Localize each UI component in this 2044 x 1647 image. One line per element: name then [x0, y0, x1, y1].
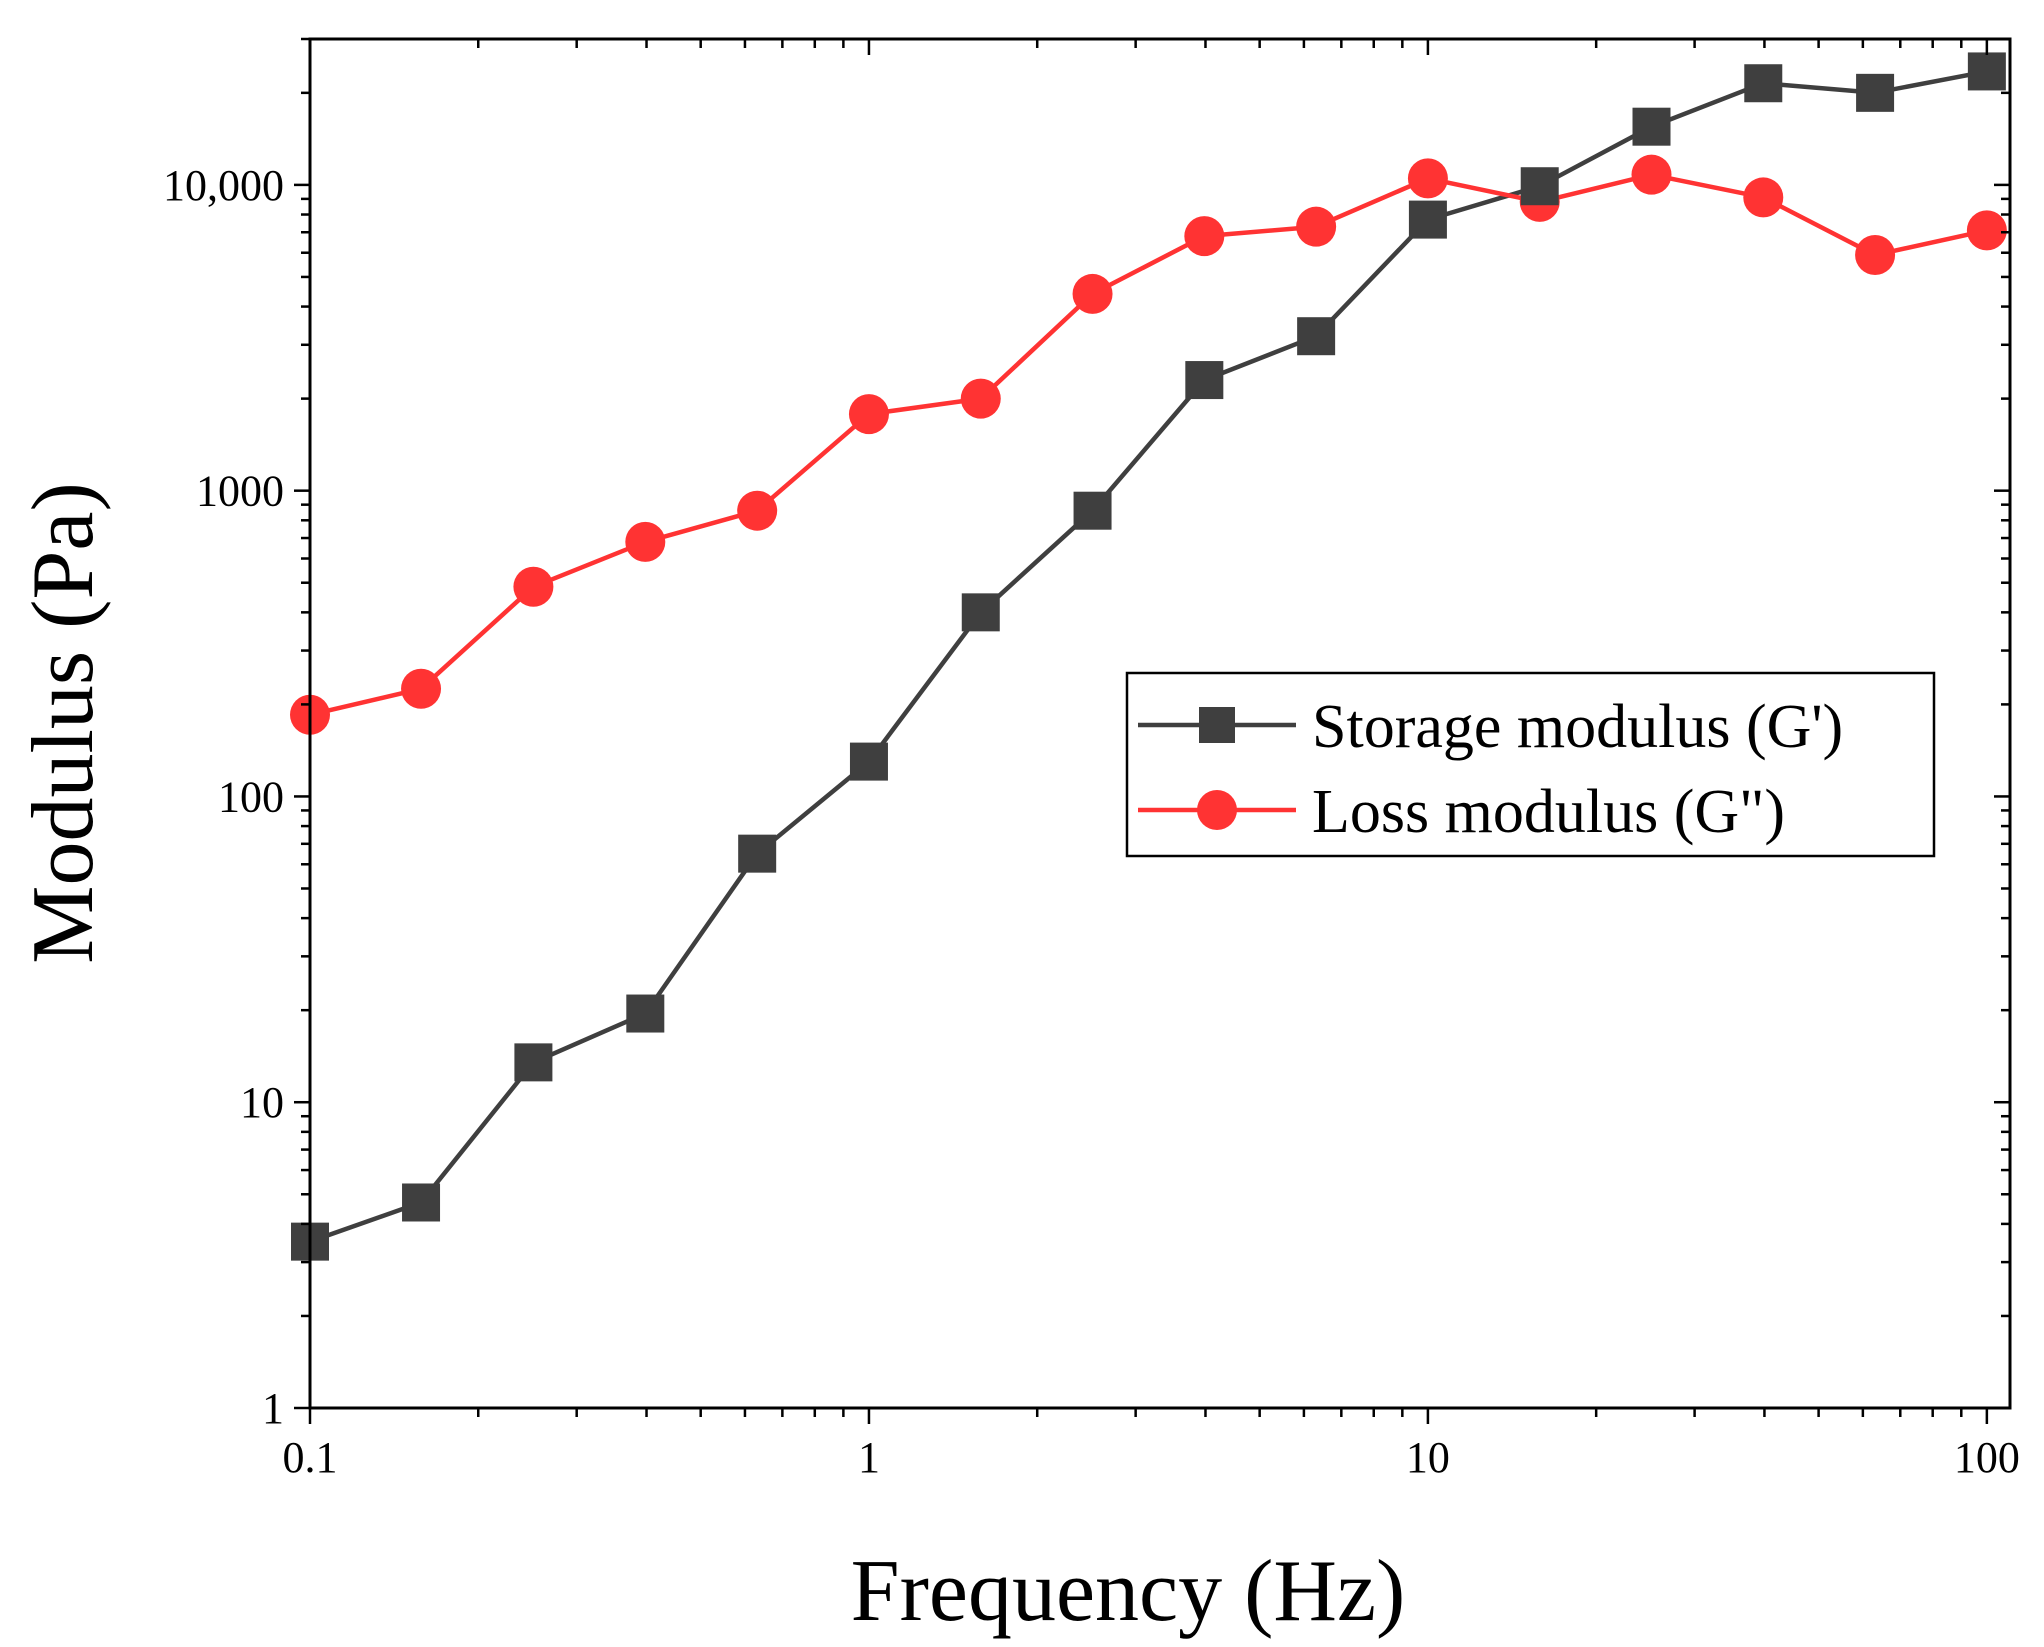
loss-modulus-point — [1855, 234, 1896, 275]
storage-modulus-line — [309, 69, 1988, 1244]
loss-modulus-point — [513, 566, 554, 607]
legend-label-loss: Loss modulus (G") — [1312, 778, 1785, 846]
storage-modulus-point — [1967, 52, 2006, 91]
storage-modulus-point — [1520, 167, 1559, 206]
loss-modulus-point — [1072, 273, 1113, 314]
x-axis-tick-labels: 0.1 1 10 100 — [283, 1433, 2020, 1482]
storage-modulus-point — [1632, 107, 1671, 146]
legend: Storage modulus (G') Loss modulus (G") — [1125, 671, 1936, 858]
storage-modulus-point — [1744, 64, 1783, 103]
y-axis-title: Modulus (Pa) — [15, 482, 112, 964]
y-tick-label: 1 — [262, 1384, 284, 1433]
loss-modulus-point — [1743, 177, 1784, 218]
loss-modulus-point — [1407, 158, 1448, 199]
x-tick-label: 1 — [858, 1433, 880, 1482]
loss-modulus-point — [1966, 210, 2007, 251]
series-lines — [309, 69, 1988, 1244]
storage-modulus-point — [402, 1183, 441, 1222]
x-tick-label: 100 — [1954, 1433, 2020, 1482]
loss-modulus-point — [737, 490, 778, 531]
loss-modulus-point — [1631, 154, 1672, 195]
loss-modulus-point — [960, 378, 1001, 419]
loss-modulus-point — [848, 394, 889, 435]
legend-marker-loss — [1197, 790, 1237, 830]
plot-frame — [308, 37, 2012, 1410]
legend-label-storage: Storage modulus (G') — [1312, 693, 1843, 761]
storage-modulus-point — [514, 1043, 553, 1082]
storage-modulus-point — [738, 834, 777, 873]
y-tick-label: 10 — [240, 1078, 284, 1127]
storage-modulus-point — [1408, 200, 1447, 239]
storage-modulus-point — [1073, 491, 1112, 530]
storage-modulus-point — [849, 742, 888, 781]
storage-modulus-point — [1297, 317, 1336, 356]
loss-modulus-line — [309, 172, 1988, 717]
y-tick-label: 1000 — [196, 467, 284, 516]
legend-marker-storage — [1199, 707, 1235, 743]
loss-modulus-point — [1184, 216, 1225, 257]
x-tick-label: 10 — [1406, 1433, 1450, 1482]
storage-modulus-point — [1185, 361, 1224, 400]
storage-modulus-point — [626, 994, 665, 1033]
loss-modulus-point — [625, 521, 666, 562]
loss-modulus-point — [401, 668, 442, 709]
legend-box — [1125, 671, 1936, 858]
y-tick-label: 10,000 — [163, 161, 284, 210]
storage-modulus-point — [1856, 73, 1895, 112]
x-tick-label: 0.1 — [283, 1433, 338, 1482]
storage-modulus-point — [961, 593, 1000, 632]
x-axis-title: Frequency (Hz) — [851, 1543, 1406, 1640]
y-axis-tick-labels: 1 10 100 1000 10,000 — [163, 161, 284, 1433]
loss-modulus-point — [1296, 206, 1337, 247]
y-tick-label: 100 — [218, 772, 284, 821]
